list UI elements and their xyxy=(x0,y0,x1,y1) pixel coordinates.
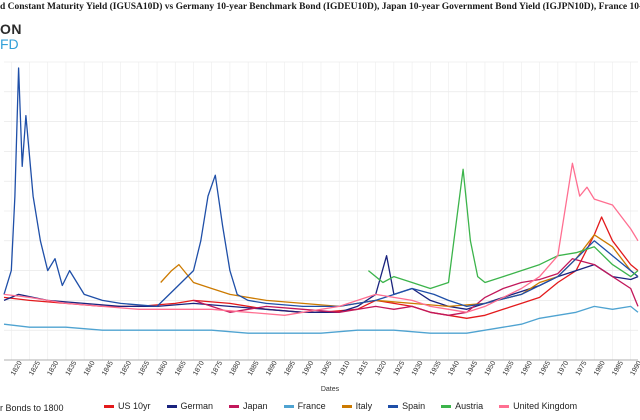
x-tick-label: 1890 xyxy=(265,360,279,377)
legend-label: Spain xyxy=(402,401,426,411)
legend-label: Japan xyxy=(243,401,268,411)
line-chart: 1820 1825 1830 1835 1840 1845 1850 1855 1860 1865… xyxy=(3,61,640,393)
logo-text-bottom: FD xyxy=(0,36,19,52)
x-tick-label: 1990 xyxy=(629,360,640,377)
x-tick-label: 1900 xyxy=(301,360,315,377)
legend-item: Austria xyxy=(441,401,483,411)
x-tick-label: 1840 xyxy=(83,360,97,377)
x-tick-label: 1920 xyxy=(374,360,388,377)
series-line-united-kingdom xyxy=(3,162,639,316)
x-tick-label: 1845 xyxy=(101,360,115,377)
x-tick-labels: 1820 1825 1830 1835 1840 1845 1850 1855 1860 1865… xyxy=(10,360,640,377)
legend-item: France xyxy=(283,401,326,411)
x-tick-label: 1830 xyxy=(46,360,60,377)
x-tick-label: 1925 xyxy=(393,360,407,377)
x-tick-label: 1960 xyxy=(520,360,534,377)
x-tick-label: 1850 xyxy=(119,360,133,377)
legend-label: Austria xyxy=(455,401,484,411)
x-tick-label: 1870 xyxy=(192,360,206,377)
x-tick-label: 1880 xyxy=(229,360,243,377)
logo-text-top: ON xyxy=(0,21,22,37)
x-tick-label: 1955 xyxy=(502,360,516,377)
x-tick-label: 1910 xyxy=(338,360,352,377)
x-tick-label: 1835 xyxy=(65,360,79,377)
chart-legend: US 10yr German Japan France Italy Spain Austri… xyxy=(104,401,593,411)
series-line-japan xyxy=(193,258,639,316)
x-tick-label: 1825 xyxy=(28,360,42,377)
x-tick-label: 1905 xyxy=(320,360,334,377)
legend-label: German xyxy=(180,401,214,411)
x-tick-label: 1820 xyxy=(10,360,24,377)
legend-swatch xyxy=(166,404,177,408)
x-tick-label: 1980 xyxy=(593,360,607,377)
legend-swatch xyxy=(341,404,352,408)
series-line-austria xyxy=(367,168,639,290)
legend-swatch xyxy=(441,404,452,408)
legend-swatch xyxy=(283,404,294,408)
x-tick-label: 1945 xyxy=(465,360,479,377)
x-tick-label: 1985 xyxy=(611,360,625,377)
legend-item: German xyxy=(166,401,214,411)
x-axis-title: Dates xyxy=(321,386,340,393)
x-tick-label: 1930 xyxy=(411,360,425,377)
series-layer xyxy=(3,67,639,334)
chart-title: d Constant Maturity Yield (IGUSA10D) vs … xyxy=(0,2,640,12)
legend-label: France xyxy=(297,401,326,411)
x-tick-label: 1970 xyxy=(557,360,571,377)
legend-swatch xyxy=(388,404,399,408)
legend-item: Italy xyxy=(341,401,373,411)
x-tick-label: 1965 xyxy=(538,360,552,377)
x-tick-label: 1860 xyxy=(156,360,170,377)
x-tick-label: 1895 xyxy=(283,360,297,377)
legend-item: Spain xyxy=(388,401,425,411)
x-tick-label: 1975 xyxy=(575,360,589,377)
x-tick-label: 1885 xyxy=(247,360,261,377)
x-tick-label: 1865 xyxy=(174,360,188,377)
legend-item: US 10yr xyxy=(104,401,151,411)
legend-item: Japan xyxy=(229,401,268,411)
grid-layer xyxy=(4,61,638,361)
x-tick-label: 1940 xyxy=(447,360,461,377)
series-line-italy xyxy=(160,234,639,308)
x-tick-label: 1950 xyxy=(484,360,498,377)
x-tick-label: 1915 xyxy=(356,360,370,377)
series-line-france xyxy=(3,305,639,334)
legend-item: United Kingdom xyxy=(499,401,577,411)
legend-swatch xyxy=(104,404,114,408)
legend-label: United Kingdom xyxy=(513,401,578,411)
legend-label: Italy xyxy=(355,401,373,411)
legend-label: US 10yr xyxy=(118,401,151,411)
legend-swatch xyxy=(499,404,510,408)
x-tick-label: 1855 xyxy=(137,360,151,377)
legend-swatch xyxy=(229,404,240,408)
x-tick-label: 1935 xyxy=(429,360,443,377)
footnote-text: r Bonds to 1800 xyxy=(0,403,64,413)
x-tick-label: 1875 xyxy=(210,360,224,377)
